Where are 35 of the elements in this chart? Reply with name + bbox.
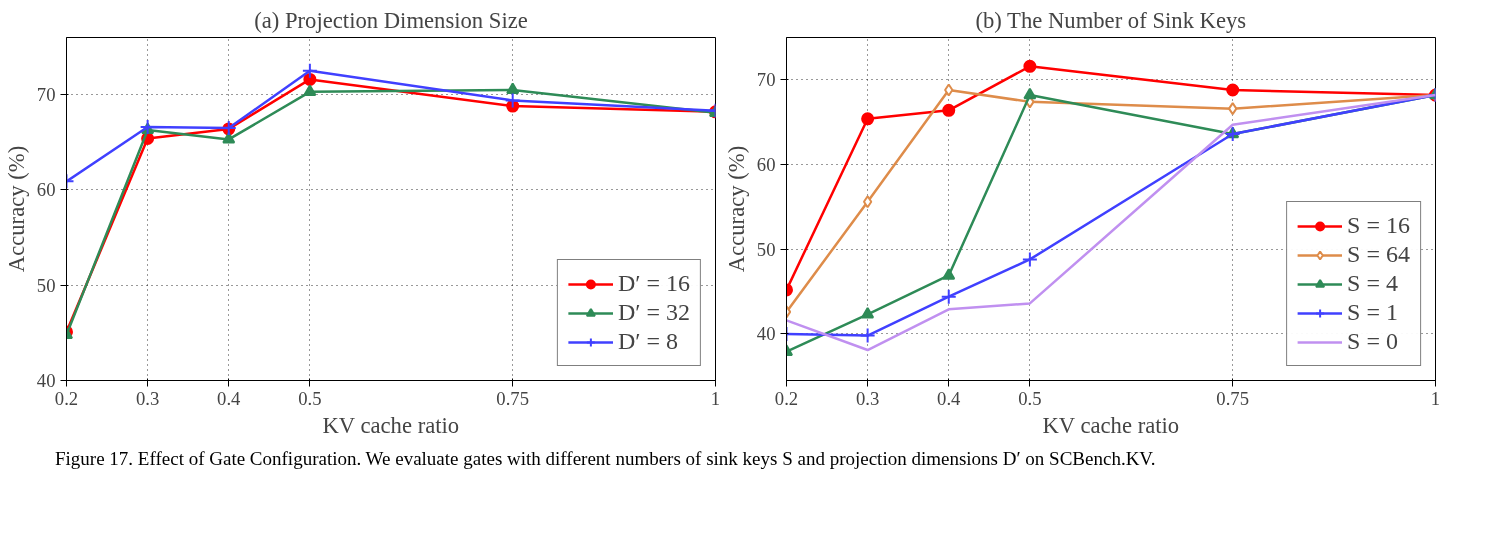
legend-label: S = 0: [1347, 328, 1398, 355]
y-axis-title: Accuracy (%): [3, 145, 29, 273]
legend-label: D′ = 8: [617, 328, 678, 355]
x-tick-label: 0.2: [54, 387, 79, 409]
x-tick-label: 0.4: [217, 387, 242, 409]
x-tick-label: 0.3: [855, 387, 880, 409]
y-tick-label: 40: [756, 323, 776, 345]
y-axis-title: Accuracy (%): [723, 145, 749, 273]
y-tick-label: 60: [756, 154, 776, 176]
x-tick-label: 0.4: [937, 387, 962, 409]
x-tick-label: 0.2: [774, 387, 799, 409]
x-tick-label: 1: [710, 387, 721, 409]
chart-title: (a) Projection Dimension Size: [254, 7, 528, 33]
x-tick-label: 0.5: [298, 387, 322, 409]
y-tick-label: 70: [756, 69, 776, 91]
legend-label: S = 1: [1347, 299, 1398, 326]
x-tick-label: 1: [1430, 387, 1441, 409]
x-tick-label: 0.75: [496, 387, 530, 409]
x-tick-label: 0.3: [135, 387, 160, 409]
legend-label: S = 4: [1347, 270, 1398, 297]
legend-label: S = 16: [1347, 212, 1410, 239]
legend-label: D′ = 16: [617, 270, 690, 297]
y-tick-label: 70: [36, 84, 56, 106]
y-tick-label: 50: [756, 238, 776, 260]
y-tick-label: 40: [36, 370, 56, 391]
x-tick-label: 0.75: [1216, 387, 1250, 409]
y-tick-label: 60: [36, 179, 56, 201]
y-tick-label: 50: [36, 274, 56, 296]
x-axis-title: KV cache ratio: [1042, 412, 1180, 438]
chart-title: (b) The Number of Sink Keys: [975, 7, 1247, 33]
x-axis-title: KV cache ratio: [322, 412, 460, 438]
x-tick-label: 0.5: [1018, 387, 1042, 409]
legend-label: D′ = 32: [617, 299, 690, 326]
legend-label: S = 64: [1347, 241, 1410, 268]
caption: Figure 17. Effect of Gate Configuration. We evaluate gates with different numbers of sink keys S and projection dimensions D′ on SCBench.KV.: [55, 447, 1156, 471]
